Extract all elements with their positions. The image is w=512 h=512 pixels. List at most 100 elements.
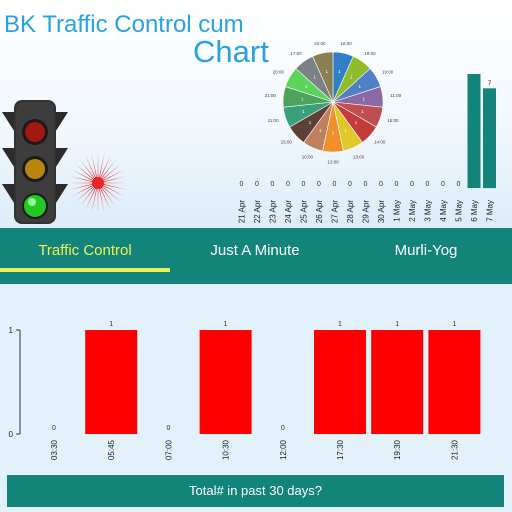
app-title: BK Traffic Control cum — [4, 11, 244, 38]
tab-bar: Traffic Control Just A Minute Murli-Yog — [0, 228, 512, 284]
daily-bar-value: 0 — [333, 181, 337, 188]
pie-chart: 1 16:00 1 18:00 1 19:00 1 11:00 1 15:00 1 14:00 1 13:… — [265, 41, 402, 165]
chakra-ray — [102, 169, 125, 182]
time-bar — [314, 330, 366, 434]
daily-tick-label: 3 May — [424, 200, 433, 222]
daily-bar-value: 0 — [317, 181, 321, 188]
pie-slice-value: 1 — [302, 109, 305, 114]
pie-slice-label: 16:00 — [340, 41, 352, 46]
chakra-ray — [102, 176, 127, 183]
daily-bar-value: 0 — [240, 181, 244, 188]
chakra-ray — [99, 155, 111, 179]
pie-slice-label: 18:00 — [364, 51, 376, 56]
chakra-ray — [71, 169, 94, 182]
daily-tick-label: 21 Apr — [238, 200, 247, 223]
chakra-ray — [98, 187, 105, 213]
daily-tick-label: 27 Apr — [331, 200, 340, 223]
chakra-ray — [101, 164, 121, 181]
chakra-ray — [71, 184, 94, 197]
pie-slice-label: 14:00 — [374, 140, 386, 145]
daily-bar-value: 0 — [441, 181, 445, 188]
daily-bar-chart: 0 21 Apr 0 22 Apr 0 23 Apr 0 24 Apr 0 25 Apr 0 26 A… — [238, 74, 496, 223]
daily-bar-value: 0 — [364, 181, 368, 188]
daily-tick-label: 29 Apr — [362, 200, 371, 223]
daily-tick-label: 26 Apr — [315, 200, 324, 223]
y-tick-label: 0 — [9, 430, 14, 439]
pie-slice-value: 1 — [359, 84, 362, 89]
chakra-ray — [97, 152, 99, 178]
time-tick-label: 10:30 — [222, 439, 231, 460]
app-title-line2: Chart — [193, 34, 269, 69]
time-tick-label: 17:30 — [336, 439, 345, 460]
y-tick-label: 1 — [9, 326, 14, 335]
chakra-ray — [79, 186, 96, 207]
pie-slice-label: 22:00 — [314, 41, 326, 46]
pie-slice-label: 11:00 — [390, 93, 401, 98]
pie-slice-value: 1 — [314, 74, 317, 79]
pie-slice-label: 12:00 — [327, 160, 339, 165]
chakra-ray — [101, 185, 121, 202]
time-bar — [428, 330, 481, 434]
pie-slice-label: 15:00 — [387, 118, 399, 123]
tab-murli-yog[interactable]: Murli-Yog — [394, 242, 458, 259]
chakra-ray — [98, 153, 105, 179]
pie-slice-value: 1 — [350, 74, 353, 79]
tab-traffic-control[interactable]: Traffic Control — [38, 242, 132, 259]
pie-slice-value: 1 — [363, 96, 366, 101]
pie-slice-label: 10:00 — [302, 154, 314, 159]
time-tick-label: 03:30 — [50, 439, 59, 460]
chakra-ray — [100, 186, 117, 207]
daily-tick-label: 5 May — [455, 200, 464, 222]
chakra-ray — [102, 184, 125, 197]
daily-bar-value: 0 — [286, 181, 290, 188]
daily-bar-value: 0 — [395, 181, 399, 188]
pie-slice-value: 1 — [332, 131, 335, 136]
time-bar-value: 1 — [395, 321, 399, 328]
chakra-ray — [79, 159, 96, 180]
chakra-ray — [91, 153, 98, 179]
daily-tick-label: 25 Apr — [300, 200, 309, 223]
chakra-ray — [85, 187, 97, 211]
daily-tick-label: 23 Apr — [269, 200, 278, 223]
time-tick-label: 21:30 — [450, 439, 459, 460]
chakra-ray — [85, 155, 97, 179]
daily-bar-value: 0 — [379, 181, 383, 188]
daily-bar-value: 0 — [302, 181, 306, 188]
chakra-ray — [102, 183, 127, 190]
time-bar-value: 0 — [52, 425, 56, 432]
daily-tick-label: 24 Apr — [284, 200, 293, 223]
pie-slice-label: 15:00 — [281, 140, 293, 145]
chakra-ray — [99, 187, 111, 211]
chakra-ray — [103, 182, 127, 184]
chakra-hub — [92, 177, 104, 189]
daily-bar-value: 0 — [457, 181, 461, 188]
pie-slice-value: 1 — [338, 69, 341, 74]
tab-just-a-minute[interactable]: Just A Minute — [210, 242, 300, 259]
time-tick-label: 07:00 — [164, 439, 173, 460]
time-tick-label: 19:30 — [393, 439, 402, 460]
pie-slice-value: 1 — [319, 128, 322, 133]
daily-bar-value: 0 — [271, 181, 275, 188]
time-bar-value: 1 — [452, 321, 456, 328]
chakra-ray — [97, 188, 99, 214]
time-bar-value: 1 — [109, 321, 113, 328]
total-past-30-days-button[interactable]: Total# in past 30 days? — [7, 475, 504, 507]
chakra-ray — [91, 187, 98, 213]
pie-slice-label: 11:00 — [268, 118, 279, 123]
daily-tick-label: 1 May — [393, 200, 402, 222]
pie-slice-value: 1 — [309, 120, 312, 125]
chakra-ray — [69, 182, 93, 184]
chakra-ray — [75, 185, 95, 202]
chakra-ray — [75, 164, 95, 181]
daily-bar — [467, 74, 481, 188]
pie-slice-label: 19:00 — [382, 70, 394, 75]
chakra-ray — [69, 176, 94, 183]
daily-tick-label: 2 May — [408, 200, 417, 222]
pie-slice-value: 1 — [301, 96, 304, 101]
time-bar — [85, 330, 138, 434]
time-tick-label: 05:45 — [107, 439, 116, 460]
daily-bar — [483, 88, 496, 189]
time-bar — [199, 330, 252, 434]
time-bar-value: 1 — [224, 321, 228, 328]
pie-slice-label: 17:00 — [290, 51, 302, 56]
